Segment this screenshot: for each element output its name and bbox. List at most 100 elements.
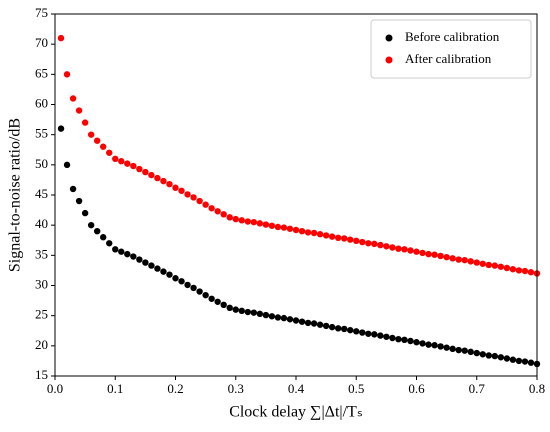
y-tick-label: 25 [35,307,48,322]
data-point [142,168,149,176]
data-point [443,253,450,261]
legend-marker [385,34,393,42]
data-point [467,258,474,265]
legend-label: After calibration [405,51,492,66]
data-point [298,228,306,235]
data-point [172,184,179,191]
data-point [250,218,258,226]
data-point [190,284,197,292]
data-point [383,243,390,250]
data-point [178,187,185,194]
data-point [347,236,354,243]
data-point [57,34,65,42]
data-point [232,306,239,313]
data-point [142,259,149,266]
data-point [371,240,378,248]
data-point [509,356,517,363]
data-point [443,344,450,351]
data-point [304,229,312,236]
y-tick-label: 30 [35,276,48,291]
data-point [431,251,438,258]
legend-label: Before calibration [405,29,500,44]
y-tick-label: 40 [35,216,48,231]
x-tick-label: 0.8 [529,381,545,396]
data-point [449,345,456,353]
data-point [497,263,505,270]
data-point [389,244,396,251]
data-point [467,348,474,356]
data-point [509,266,517,273]
data-point [112,155,119,162]
data-point [93,228,101,235]
data-point [148,262,155,269]
data-point [383,333,390,340]
data-point [69,95,77,102]
x-tick-label: 0.3 [228,381,244,396]
data-point [389,334,396,342]
data-point [377,332,384,339]
data-point [413,248,420,255]
data-point [479,351,486,358]
data-point [527,269,535,276]
data-point [63,161,71,169]
data-point [419,340,426,347]
data-point [274,223,282,231]
data-point [322,322,330,330]
data-point [208,295,215,302]
data-point [154,265,161,272]
y-tick-label: 60 [35,95,48,110]
data-point [280,314,288,322]
data-point [226,304,233,312]
data-point [485,352,492,359]
data-point [395,245,402,252]
data-point [298,318,306,325]
data-point [431,342,438,349]
data-point [479,260,486,267]
data-point [154,174,161,182]
data-point [334,234,342,242]
data-point [274,314,282,321]
x-tick-label: 0.1 [107,381,123,396]
data-point [304,319,312,327]
data-point [425,250,432,258]
data-point [196,197,203,205]
y-tick-label: 70 [35,35,48,50]
plot-frame [54,13,538,377]
data-point [515,357,523,365]
y-tick-label: 20 [35,337,48,352]
data-point [413,339,420,346]
data-point [256,220,264,227]
data-point [118,248,125,255]
data-point [184,281,191,289]
data-point [256,310,264,318]
data-point [75,197,83,205]
data-point [371,331,378,338]
data-point [57,125,65,132]
data-point [136,256,143,263]
data-point [485,261,492,269]
data-point [401,246,408,253]
data-point [407,247,414,254]
data-point [353,328,360,335]
data-point [491,262,499,269]
data-point [69,185,77,193]
data-point [208,205,215,212]
data-point [160,177,167,185]
data-point [106,240,113,247]
data-point [63,71,71,78]
data-point [527,359,535,366]
data-point [130,162,137,170]
data-point [166,180,173,188]
data-point [148,171,155,179]
data-point [455,346,462,354]
data-point [130,253,137,260]
data-point [322,232,330,239]
data-point [491,352,499,360]
data-point [244,308,251,316]
data-point [395,335,402,343]
x-tick-label: 0.4 [288,381,305,396]
data-point [334,325,342,332]
legend-box [370,19,532,79]
y-tick-label: 45 [35,186,48,201]
x-axis-title: Clock delay ∑|Δt|/Tₛ [229,404,363,421]
